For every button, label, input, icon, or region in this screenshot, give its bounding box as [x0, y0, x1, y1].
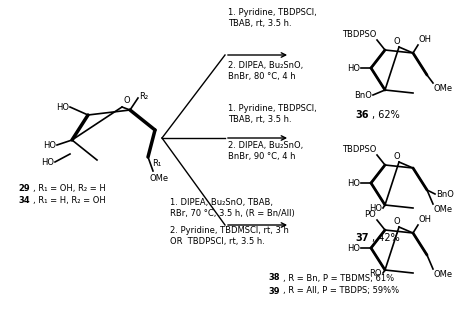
Text: 2. DIPEA, Bu₂SnO,: 2. DIPEA, Bu₂SnO, [228, 61, 303, 70]
Text: R₁: R₁ [152, 159, 161, 167]
Text: OR  TBDPSCl, rt, 3.5 h.: OR TBDPSCl, rt, 3.5 h. [170, 236, 265, 245]
Text: 2. Pyridine, TBDMSCl, rt, 3 h: 2. Pyridine, TBDMSCl, rt, 3 h [170, 226, 289, 235]
Text: TBAB, rt, 3.5 h.: TBAB, rt, 3.5 h. [228, 19, 292, 28]
Text: HO: HO [56, 103, 69, 112]
Text: , R₁ = H, R₂ = OH: , R₁ = H, R₂ = OH [33, 196, 106, 205]
Text: , R = All, P = TBDPS; 59%%: , R = All, P = TBDPS; 59%% [283, 286, 399, 295]
Text: R₂: R₂ [139, 91, 148, 100]
Text: HO: HO [347, 64, 360, 73]
Text: 38: 38 [268, 273, 280, 282]
Text: , 42%: , 42% [373, 233, 400, 243]
Text: HO: HO [347, 179, 360, 188]
Text: HO: HO [347, 243, 360, 252]
Text: HO: HO [41, 158, 54, 167]
Text: HO: HO [369, 204, 382, 213]
Text: O: O [394, 217, 401, 226]
Text: 39: 39 [268, 286, 280, 295]
Text: 1. DIPEA, Bu₂SnO, TBAB,: 1. DIPEA, Bu₂SnO, TBAB, [170, 197, 273, 206]
Text: TBDPSO: TBDPSO [342, 30, 376, 39]
Text: , 62%: , 62% [373, 110, 400, 120]
Text: 1. Pyridine, TBDPSCl,: 1. Pyridine, TBDPSCl, [228, 104, 317, 112]
Text: 34: 34 [18, 196, 29, 205]
Text: PO: PO [364, 210, 376, 219]
Text: OMe: OMe [434, 270, 453, 279]
Text: OMe: OMe [434, 84, 453, 93]
Text: OH: OH [419, 35, 432, 44]
Text: TBDPSO: TBDPSO [342, 145, 376, 154]
Text: 36: 36 [355, 110, 368, 120]
Text: OMe: OMe [150, 174, 169, 183]
Text: O: O [394, 152, 401, 161]
Text: 2. DIPEA, Bu₂SnO,: 2. DIPEA, Bu₂SnO, [228, 141, 303, 150]
Text: RO: RO [370, 269, 382, 277]
Text: BnBr, 90 °C, 4 h: BnBr, 90 °C, 4 h [228, 151, 295, 160]
Text: 1. Pyridine, TBDPSCl,: 1. Pyridine, TBDPSCl, [228, 7, 317, 16]
Text: BnO: BnO [354, 91, 372, 99]
Text: TBAB, rt, 3.5 h.: TBAB, rt, 3.5 h. [228, 115, 292, 124]
Text: 29: 29 [18, 184, 29, 193]
Text: 37: 37 [355, 233, 368, 243]
Text: O: O [124, 96, 131, 105]
Text: RBr, 70 °C, 3.5 h, (R = Bn/All): RBr, 70 °C, 3.5 h, (R = Bn/All) [170, 209, 295, 218]
Text: OH: OH [419, 215, 432, 224]
Text: OMe: OMe [434, 205, 453, 214]
Text: , R = Bn, P = TBDMS; 61%: , R = Bn, P = TBDMS; 61% [283, 273, 394, 282]
Text: , R₁ = OH, R₂ = H: , R₁ = OH, R₂ = H [33, 184, 106, 193]
Text: O: O [394, 37, 401, 46]
Text: BnO: BnO [436, 189, 454, 198]
Text: BnBr, 80 °C, 4 h: BnBr, 80 °C, 4 h [228, 71, 296, 81]
Text: HO: HO [43, 141, 56, 150]
